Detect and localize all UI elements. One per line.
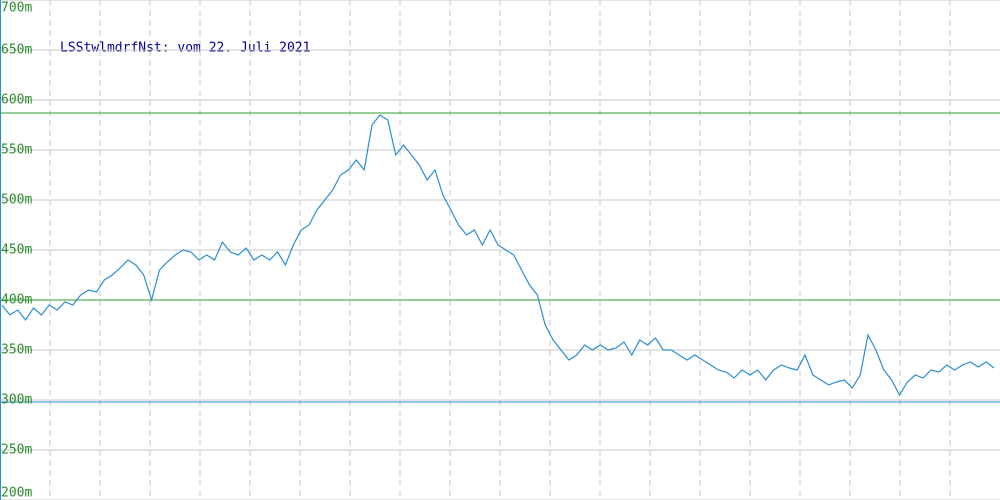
y-tick-label: 250m	[1, 443, 32, 458]
data-line	[1, 114, 995, 397]
y-tick-label: 550m	[1, 143, 32, 158]
chart-title: LSStwlmdrfNst: vom 22. Juli 2021	[60, 41, 310, 56]
y-tick-label: 500m	[1, 193, 32, 208]
y-tick-label: 450m	[1, 243, 32, 258]
y-tick-label: 400m	[1, 293, 32, 308]
y-tick-label: 650m	[1, 43, 32, 58]
y-tick-label: 350m	[1, 343, 32, 358]
y-tick-label: 200m	[1, 486, 32, 500]
y-tick-label: 300m	[1, 393, 32, 408]
y-tick-label: 700m	[1, 1, 32, 16]
y-tick-label: 600m	[1, 93, 32, 108]
